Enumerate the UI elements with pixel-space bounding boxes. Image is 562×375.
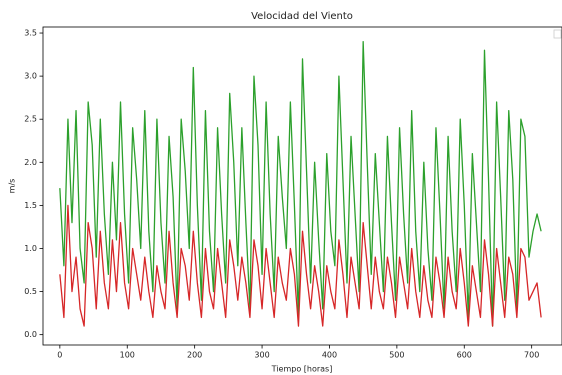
x-tick-label: 200	[187, 351, 202, 360]
x-tick-label: 600	[457, 351, 472, 360]
y-tick-label: 3.5	[24, 29, 37, 38]
x-tick-label: 0	[57, 351, 62, 360]
x-tick-label: 300	[254, 351, 269, 360]
y-tick-label: 3.0	[24, 72, 37, 81]
y-tick-label: 2.0	[24, 158, 37, 167]
series-line	[59, 41, 542, 327]
x-axis-label: Tiempo [horas]	[271, 365, 333, 374]
series-line	[59, 204, 542, 327]
y-tick-label: 0.0	[24, 330, 37, 339]
y-axis-label: m/s	[8, 179, 17, 194]
x-tick-label: 500	[389, 351, 404, 360]
axes-frame	[42, 26, 562, 346]
y-tick-label: 1.5	[24, 201, 37, 210]
x-tick-label: 100	[120, 351, 135, 360]
x-tick-label: 400	[322, 351, 337, 360]
y-tick-label: 1.0	[24, 244, 37, 253]
plot-area	[59, 41, 542, 327]
chart-title: Velocidad del Viento	[251, 11, 353, 22]
y-tick-label: 0.5	[24, 287, 37, 296]
y-tick-label: 2.5	[24, 115, 37, 124]
x-tick-label: 700	[524, 351, 539, 360]
legend-box	[553, 29, 562, 39]
